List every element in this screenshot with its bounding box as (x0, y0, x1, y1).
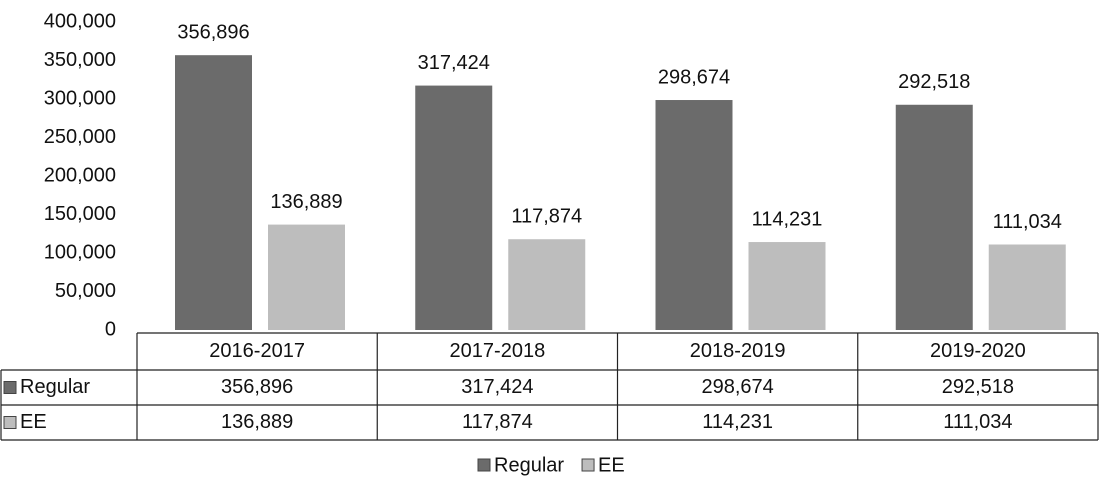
y-tick-label: 50,000 (55, 280, 116, 302)
bar (268, 224, 345, 330)
table-cell: 356,896 (221, 376, 293, 398)
y-tick-label: 300,000 (44, 87, 116, 109)
value-label: 136,889 (270, 191, 342, 213)
table-legend-key (3, 416, 17, 429)
x-tick-label: 2017-2018 (450, 340, 546, 362)
value-label: 356,896 (177, 21, 249, 43)
table-cell: 114,231 (702, 411, 773, 433)
bar (748, 242, 826, 330)
table-cell: 117,874 (462, 411, 533, 433)
legend-label: Regular (494, 454, 564, 476)
y-tick-label: 350,000 (44, 49, 116, 71)
bar (415, 85, 493, 330)
y-tick-label: 100,000 (44, 241, 116, 263)
bar (655, 100, 733, 330)
x-tick-label: 2016-2017 (209, 340, 305, 362)
value-label: 114,231 (752, 208, 823, 230)
y-tick-label: 250,000 (44, 126, 116, 148)
table-row-label: Regular (20, 376, 90, 398)
value-label: 111,034 (993, 211, 1062, 233)
legend-label: EE (598, 454, 625, 476)
value-label: 117,874 (511, 206, 582, 228)
table-legend-key (3, 381, 17, 394)
bar (175, 55, 252, 331)
bar (988, 244, 1066, 330)
table-row-label: EE (20, 411, 47, 433)
table-cell: 136,889 (221, 411, 293, 433)
bar (895, 104, 973, 330)
legend-key (581, 458, 595, 472)
y-tick-label: 400,000 (44, 10, 116, 32)
value-label: 317,424 (418, 52, 490, 74)
x-tick-label: 2019-2020 (930, 340, 1026, 362)
table-cell: 317,424 (461, 376, 533, 398)
x-tick-label: 2018-2019 (690, 340, 786, 362)
y-tick-label: 0 (105, 318, 116, 340)
bar (508, 239, 586, 330)
table-cell: 111,034 (943, 411, 1012, 433)
table-cell: 292,518 (942, 376, 1014, 398)
value-label: 298,674 (658, 66, 730, 88)
value-label: 292,518 (898, 71, 970, 93)
y-tick-label: 150,000 (44, 203, 116, 225)
table-cell: 298,674 (701, 376, 773, 398)
legend-key (477, 458, 491, 472)
y-tick-label: 200,000 (44, 164, 116, 186)
